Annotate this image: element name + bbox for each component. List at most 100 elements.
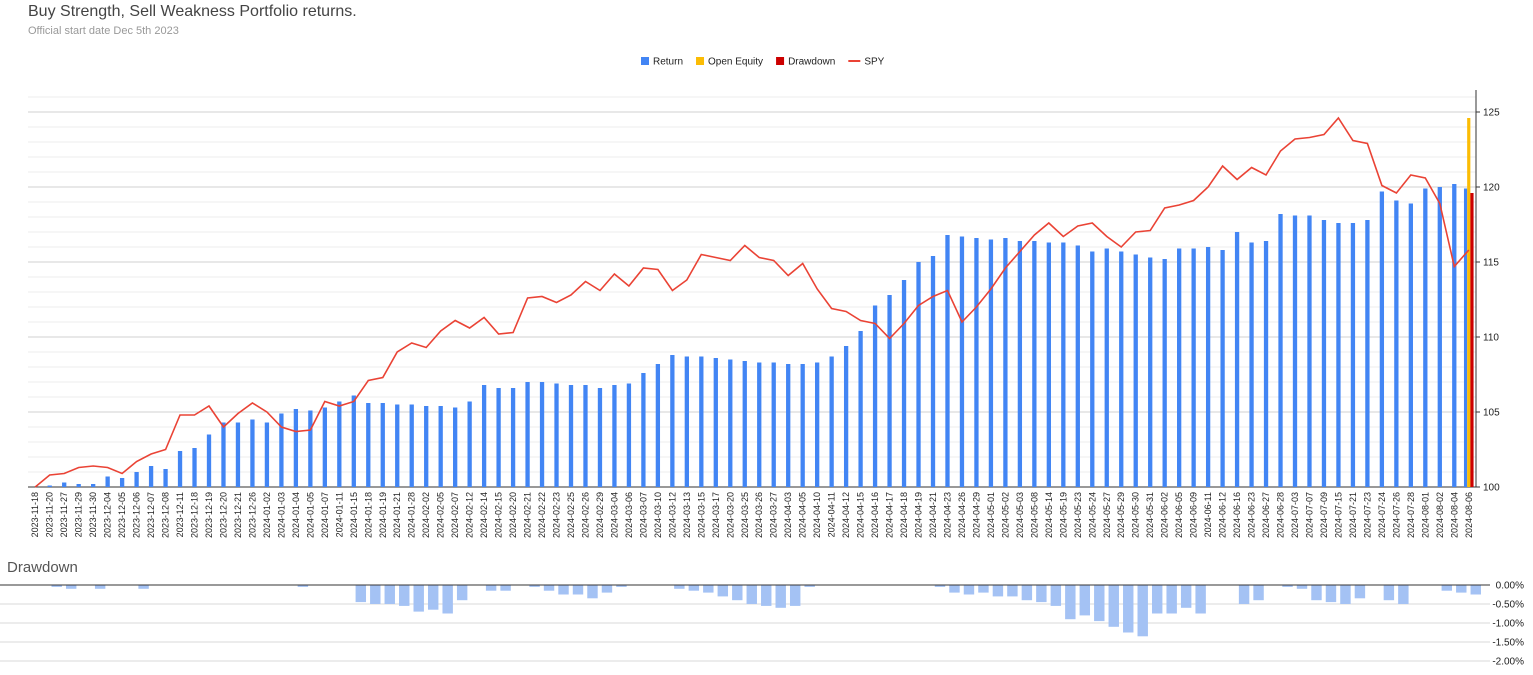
x-tick-label: 2024-01-05 [305,492,315,538]
bar [612,385,617,487]
bar [438,406,443,487]
bar [76,484,81,487]
bar [1311,585,1322,601]
x-tick-label: 2024-01-21 [392,492,402,538]
bar [746,585,757,604]
bar [949,585,960,593]
bar [568,385,574,487]
bar [529,585,540,587]
bar [1325,585,1337,603]
x-tick-label: 2024-08-06 [1464,492,1474,538]
bar [988,239,994,487]
x-tick-label: 2024-03-04 [609,492,619,538]
bar [297,585,309,587]
bar [684,356,689,487]
x-tick-label: 2023-12-21 [233,492,243,538]
bar [427,585,439,610]
bar [1148,257,1153,487]
x-tick-label: 2024-03-15 [696,492,706,538]
bar [728,359,733,487]
bar [485,585,497,591]
y-tick-label: 120 [1483,183,1500,194]
bar [789,585,801,606]
bar [409,404,414,487]
y-tick-label: 115 [1483,258,1499,269]
bar [163,469,168,487]
x-tick-label: 2024-06-12 [1218,492,1228,538]
bar [858,331,863,487]
y-tick-label: 100 [1483,483,1500,494]
bar [1065,585,1076,620]
bar [308,410,313,487]
bar [1050,585,1062,606]
x-tick-label: 2024-07-28 [1406,492,1416,538]
x-tick-label: 2024-01-02 [262,492,272,538]
bar [1437,187,1442,487]
bar [616,585,627,587]
legend-label: Return [653,57,683,68]
x-tick-label: 2024-03-25 [740,492,750,538]
x-tick-label: 2024-02-14 [479,492,489,538]
bar [1162,259,1167,487]
x-tick-label: 2024-05-03 [1015,492,1025,538]
x-tick-label: 2024-02-29 [595,492,605,538]
bar [992,585,1004,597]
bar [1151,585,1163,614]
x-tick-label: 2024-04-10 [812,492,822,538]
bar [1350,223,1356,487]
x-tick-label: 2023-12-11 [175,492,185,537]
bar [963,585,975,595]
bar [250,419,255,487]
y-tick-label: -1.00% [1492,619,1524,630]
x-tick-label: 2024-03-06 [624,492,634,538]
bar [1456,585,1467,593]
bar [105,476,110,487]
x-tick-label: 2024-07-24 [1377,492,1387,538]
bar [525,382,530,487]
bar [206,434,212,487]
x-tick-label: 2024-01-19 [378,492,388,538]
x-tick-label: 2023-11-20 [45,492,55,537]
x-tick-label: 2024-07-26 [1391,492,1401,538]
bar [587,585,598,599]
bar [1032,241,1037,487]
bar [481,385,487,487]
x-tick-label: 2024-01-04 [291,492,301,538]
bar [1195,585,1206,614]
bar [1263,241,1269,487]
bar [974,238,979,487]
x-tick-label: 2024-03-27 [769,492,779,538]
bar [1394,200,1399,487]
bar [384,585,395,604]
bar [539,382,545,487]
x-tick-label: 2024-02-02 [421,492,431,538]
bar [442,585,453,614]
bar [558,585,569,595]
bar [467,401,472,487]
bar [1354,585,1366,599]
bar [1253,585,1264,601]
bar [699,356,704,487]
bar [670,355,675,487]
bar [264,422,270,487]
bar [1441,585,1453,591]
bar [351,395,356,487]
bar [51,585,62,587]
chart-subtitle: Official start date Dec 5th 2023 [28,25,179,37]
y-tick-label: -1.50% [1492,638,1524,649]
bar [1452,184,1457,487]
legend-swatch [696,57,705,65]
bar [380,403,385,487]
x-tick-label: 2024-02-05 [436,492,446,538]
bar [703,585,714,593]
bar [221,422,226,487]
bar [1278,214,1283,487]
x-tick-label: 2024-02-07 [450,492,460,538]
chart-title: Drawdown [7,559,78,576]
x-tick-label: 2024-04-05 [798,492,808,538]
x-tick-label: 2023-12-08 [161,492,171,538]
bar [757,362,762,487]
bar [1340,585,1351,604]
y-tick-label: -0.50% [1492,600,1524,611]
x-tick-label: 2024-07-15 [1333,492,1343,538]
